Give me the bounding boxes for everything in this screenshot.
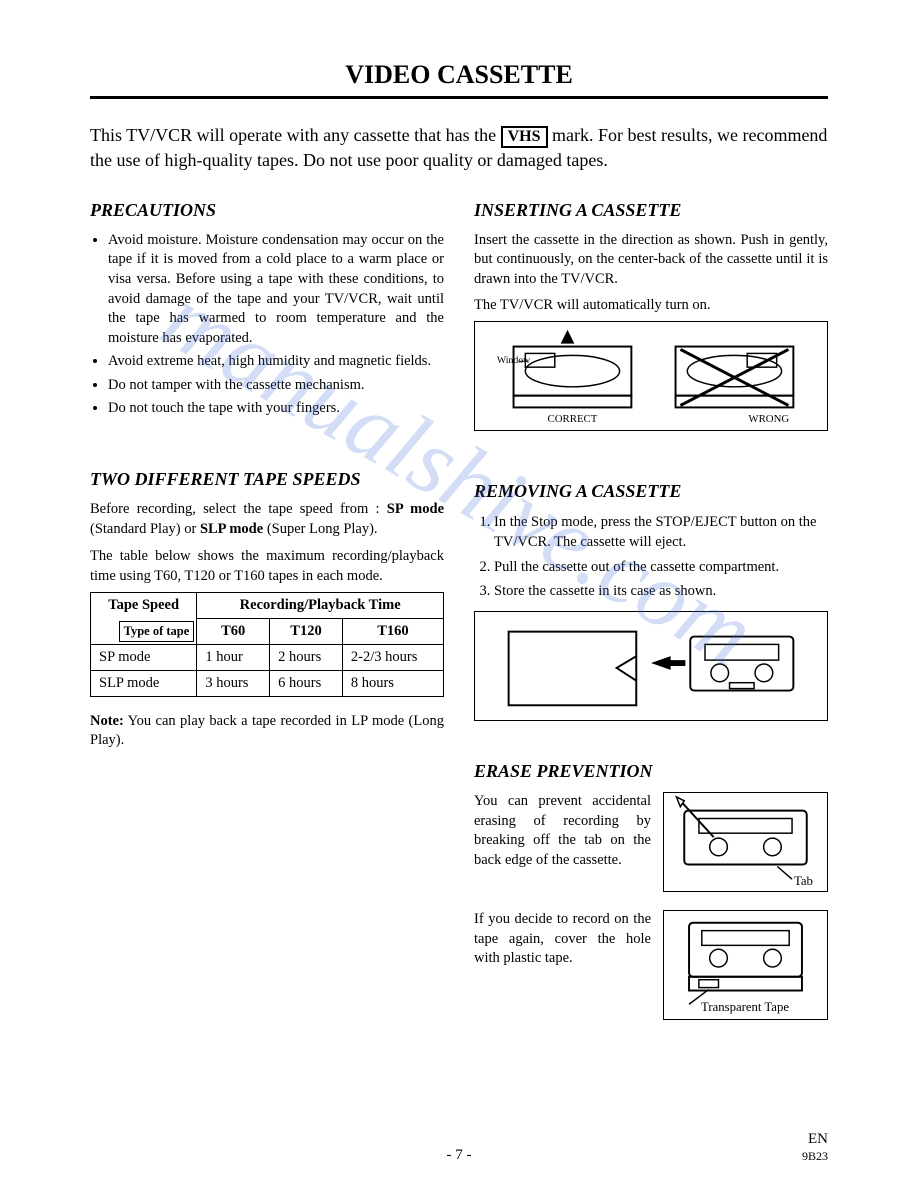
th-t120: T120 <box>270 619 343 645</box>
sp-mode-label: SP mode <box>387 501 444 517</box>
page-title: VIDEO CASSETTE <box>90 60 828 96</box>
precautions-heading: PRECAUTIONS <box>90 200 444 221</box>
cell: 3 hours <box>197 671 270 697</box>
insert-diagram: Window CORRECT WRONG <box>474 321 828 431</box>
precaution-item: Avoid extreme heat, high humidity and ma… <box>108 352 444 372</box>
speeds-intro-2: The table below shows the maximum record… <box>90 547 444 586</box>
txt: (Super Long Play). <box>263 521 377 537</box>
th-rec-time: Recording/Playback Time <box>197 593 444 619</box>
step-item: Pull the cassette out of the cassette co… <box>494 557 828 577</box>
footer-lang: EN <box>808 1131 828 1147</box>
intro-before: This TV/VCR will operate with any casset… <box>90 125 501 145</box>
cell: 6 hours <box>270 671 343 697</box>
removing-steps: In the Stop mode, press the STOP/EJECT b… <box>474 512 828 601</box>
step-item: In the Stop mode, press the STOP/EJECT b… <box>494 512 828 553</box>
intro-paragraph: This TV/VCR will operate with any casset… <box>90 123 828 172</box>
vhs-mark: VHS <box>501 126 548 148</box>
title-rule <box>90 96 828 99</box>
inserting-p2: The TV/VCR will automatically turn on. <box>474 296 828 316</box>
inserting-heading: INSERTING A CASSETTE <box>474 200 828 221</box>
step-item: Store the cassette in its case as shown. <box>494 581 828 601</box>
table-row: SP mode 1 hour 2 hours 2-2/3 hours <box>91 645 444 671</box>
note-text: You can play back a tape recorded in LP … <box>90 713 444 749</box>
removing-heading: REMOVING A CASSETTE <box>474 481 828 502</box>
wrong-label: WRONG <box>748 413 789 425</box>
table-row: SLP mode 3 hours 6 hours 8 hours <box>91 671 444 697</box>
cell: 2-2/3 hours <box>342 645 443 671</box>
cell: 1 hour <box>197 645 270 671</box>
erase-heading: ERASE PREVENTION <box>474 761 828 782</box>
precaution-item: Do not tamper with the cassette mechanis… <box>108 376 444 396</box>
th-t160: T160 <box>342 619 443 645</box>
slp-mode-label: SLP mode <box>200 521 263 537</box>
speeds-intro-1: Before recording, select the tape speed … <box>90 500 444 539</box>
tab-diagram: Tab <box>663 792 828 892</box>
left-column: PRECAUTIONS Avoid moisture. Moisture con… <box>90 200 444 1038</box>
speed-table: Tape Speed Type of tape Recording/Playba… <box>90 592 444 697</box>
erase-p1: You can prevent accidental erasing of re… <box>474 792 651 870</box>
cell: 8 hours <box>342 671 443 697</box>
precautions-list: Avoid moisture. Moisture condensation ma… <box>90 231 444 419</box>
cell: 2 hours <box>270 645 343 671</box>
page-number: - 7 - <box>0 1147 918 1164</box>
tab-label: Tab <box>794 874 813 888</box>
footer: - 7 - EN 9B23 <box>0 1131 918 1164</box>
note-label: Note: <box>90 713 124 729</box>
right-column: INSERTING A CASSETTE Insert the cassette… <box>474 200 828 1038</box>
speeds-heading: TWO DIFFERENT TAPE SPEEDS <box>90 469 444 490</box>
remove-diagram <box>474 611 828 721</box>
row-label: SP mode <box>91 645 197 671</box>
precaution-item: Avoid moisture. Moisture condensation ma… <box>108 231 444 348</box>
window-label: Window <box>497 355 531 366</box>
precaution-item: Do not touch the tape with your fingers. <box>108 399 444 419</box>
th-tape-speed: Tape Speed <box>108 597 179 613</box>
correct-label: CORRECT <box>548 413 598 425</box>
txt: Before recording, select the tape speed … <box>90 501 387 517</box>
txt: (Standard Play) or <box>90 521 200 537</box>
th-t60: T60 <box>197 619 270 645</box>
inserting-p1: Insert the cassette in the direction as … <box>474 231 828 290</box>
transparent-tape-label: Transparent Tape <box>701 1000 789 1014</box>
th-type-of-tape: Type of tape <box>119 621 195 642</box>
erase-p2: If you decide to record on the tape agai… <box>474 910 651 969</box>
tape-diagram: Transparent Tape <box>663 910 828 1020</box>
note: Note: You can play back a tape recorded … <box>90 712 444 751</box>
row-label: SLP mode <box>91 671 197 697</box>
